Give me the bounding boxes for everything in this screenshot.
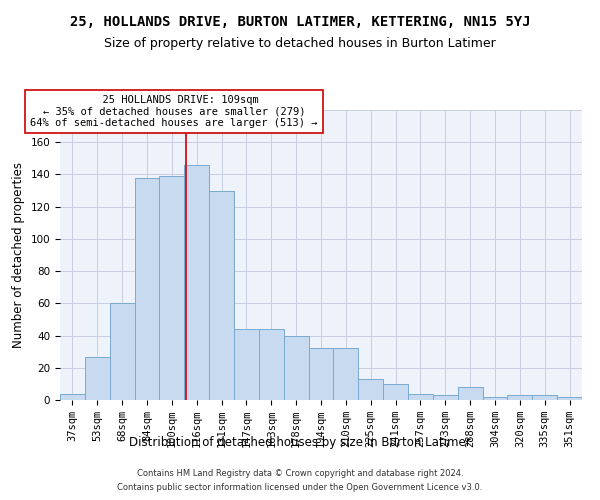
Text: Distribution of detached houses by size in Burton Latimer: Distribution of detached houses by size … [129,436,471,449]
Bar [408,394,433,400]
Bar [209,190,234,400]
Bar [284,336,308,400]
Text: 25 HOLLANDS DRIVE: 109sqm
← 35% of detached houses are smaller (279)
64% of semi: 25 HOLLANDS DRIVE: 109sqm ← 35% of detac… [30,95,318,128]
Text: Size of property relative to detached houses in Burton Latimer: Size of property relative to detached ho… [104,38,496,51]
Bar [134,178,160,400]
Text: Contains HM Land Registry data © Crown copyright and database right 2024.: Contains HM Land Registry data © Crown c… [137,468,463,477]
Bar [508,395,532,400]
Bar [60,394,85,400]
Bar [160,176,184,400]
Bar [234,329,259,400]
Bar [259,329,284,400]
Bar [85,356,110,400]
Bar [532,395,557,400]
Text: Contains public sector information licensed under the Open Government Licence v3: Contains public sector information licen… [118,484,482,492]
Bar [334,348,358,400]
Bar [110,304,134,400]
Bar [383,384,408,400]
Bar [184,165,209,400]
Bar [358,379,383,400]
Text: 25, HOLLANDS DRIVE, BURTON LATIMER, KETTERING, NN15 5YJ: 25, HOLLANDS DRIVE, BURTON LATIMER, KETT… [70,15,530,29]
Bar [458,387,482,400]
Bar [482,397,508,400]
Bar [433,395,458,400]
Bar [308,348,334,400]
Y-axis label: Number of detached properties: Number of detached properties [12,162,25,348]
Bar [557,397,582,400]
